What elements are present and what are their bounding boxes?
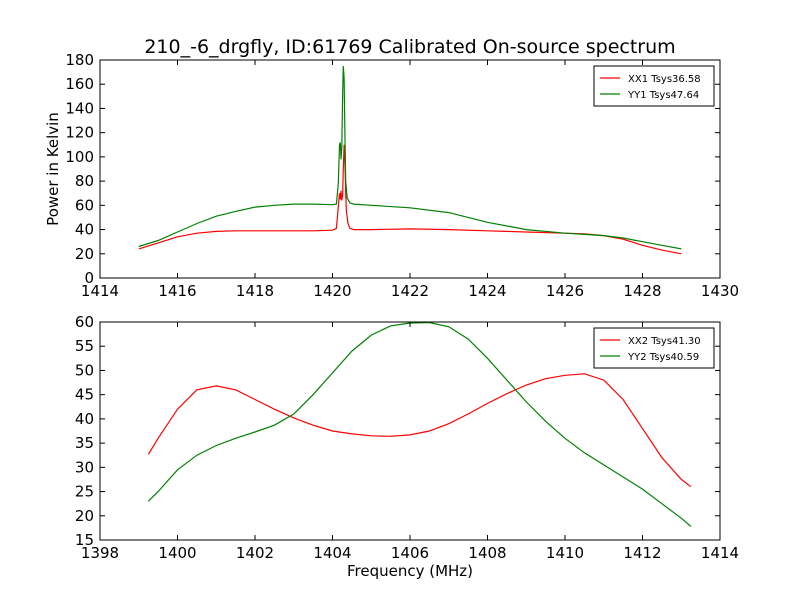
- legend-label: XX2 Tsys41.30: [628, 336, 701, 347]
- y-tick-label: 25: [75, 483, 94, 501]
- x-axis-label: Frequency (MHz): [347, 562, 473, 580]
- x-tick-label: 1412: [623, 544, 661, 562]
- y-tick-label: 55: [75, 337, 94, 355]
- legend-label: XX1 Tsys36.58: [628, 74, 701, 85]
- x-tick-label: 1418: [236, 282, 274, 300]
- x-tick-label: 1408: [468, 544, 506, 562]
- y-tick-label: 35: [75, 434, 94, 452]
- x-tick-label: 1414: [81, 282, 119, 300]
- x-tick-label: 1410: [546, 544, 584, 562]
- y-tick-label: 15: [75, 531, 94, 549]
- x-tick-label: 1398: [81, 544, 119, 562]
- y-tick-label: 60: [75, 313, 94, 331]
- y-tick-label: 40: [75, 221, 94, 239]
- y-tick-label: 160: [65, 75, 94, 93]
- legend-box: [593, 327, 715, 369]
- x-tick-label: 1416: [158, 282, 196, 300]
- y-tick-label: 30: [75, 458, 94, 476]
- y-tick-label: 120: [65, 124, 94, 142]
- y-tick-label: 50: [75, 361, 94, 379]
- x-tick-label: 1406: [391, 544, 429, 562]
- y-tick-label: 80: [75, 172, 94, 190]
- figure-title: 210_-6_drgfly, ID:61769 Calibrated On-so…: [144, 36, 675, 58]
- series-line-yy-panel-1: [138, 66, 682, 250]
- y-axis-label: Power in Kelvin: [44, 112, 62, 226]
- legend: XX2 Tsys41.30 YY2 Tsys40.59: [593, 327, 715, 369]
- legend: XX1 Tsys36.58 YY1 Tsys47.64: [593, 65, 715, 107]
- legend-box: [593, 65, 715, 107]
- x-tick-label: 1420: [313, 282, 351, 300]
- y-tick-label: 140: [65, 99, 94, 117]
- x-tick-label: 1400: [158, 544, 196, 562]
- y-tick-label: 40: [75, 410, 94, 428]
- y-tick-label: 20: [75, 507, 94, 525]
- x-tick-label: 1402: [236, 544, 274, 562]
- legend-label: YY2 Tsys40.59: [627, 352, 699, 363]
- y-tick-label: 45: [75, 386, 94, 404]
- y-tick-label: 20: [75, 245, 94, 263]
- y-tick-label: 0: [84, 269, 94, 287]
- x-tick-label: 1428: [623, 282, 661, 300]
- x-tick-label: 1414: [701, 544, 739, 562]
- x-tick-label: 1426: [546, 282, 584, 300]
- y-tick-label: 60: [75, 196, 94, 214]
- y-tick-label: 100: [65, 148, 94, 166]
- x-tick-label: 1430: [701, 282, 739, 300]
- series-line-xx-panel-1: [138, 144, 682, 255]
- upper-spectrum-panel: 1414 1416 1418 1420 1422 1424 1426 1428 1430 0 20 4…: [44, 51, 739, 300]
- lower-spectrum-panel: 1398 1400 1402 1404 1406 1408 1410 1412 1414 15 20…: [75, 313, 739, 580]
- x-tick-label: 1424: [468, 282, 506, 300]
- x-tick-label: 1422: [391, 282, 429, 300]
- series-line-yy-panel-2: [147, 322, 692, 527]
- series-line-xx-panel-2: [147, 373, 692, 488]
- legend-label: YY1 Tsys47.64: [627, 90, 699, 101]
- x-tick-label: 1404: [313, 544, 351, 562]
- y-tick-label: 180: [65, 51, 94, 69]
